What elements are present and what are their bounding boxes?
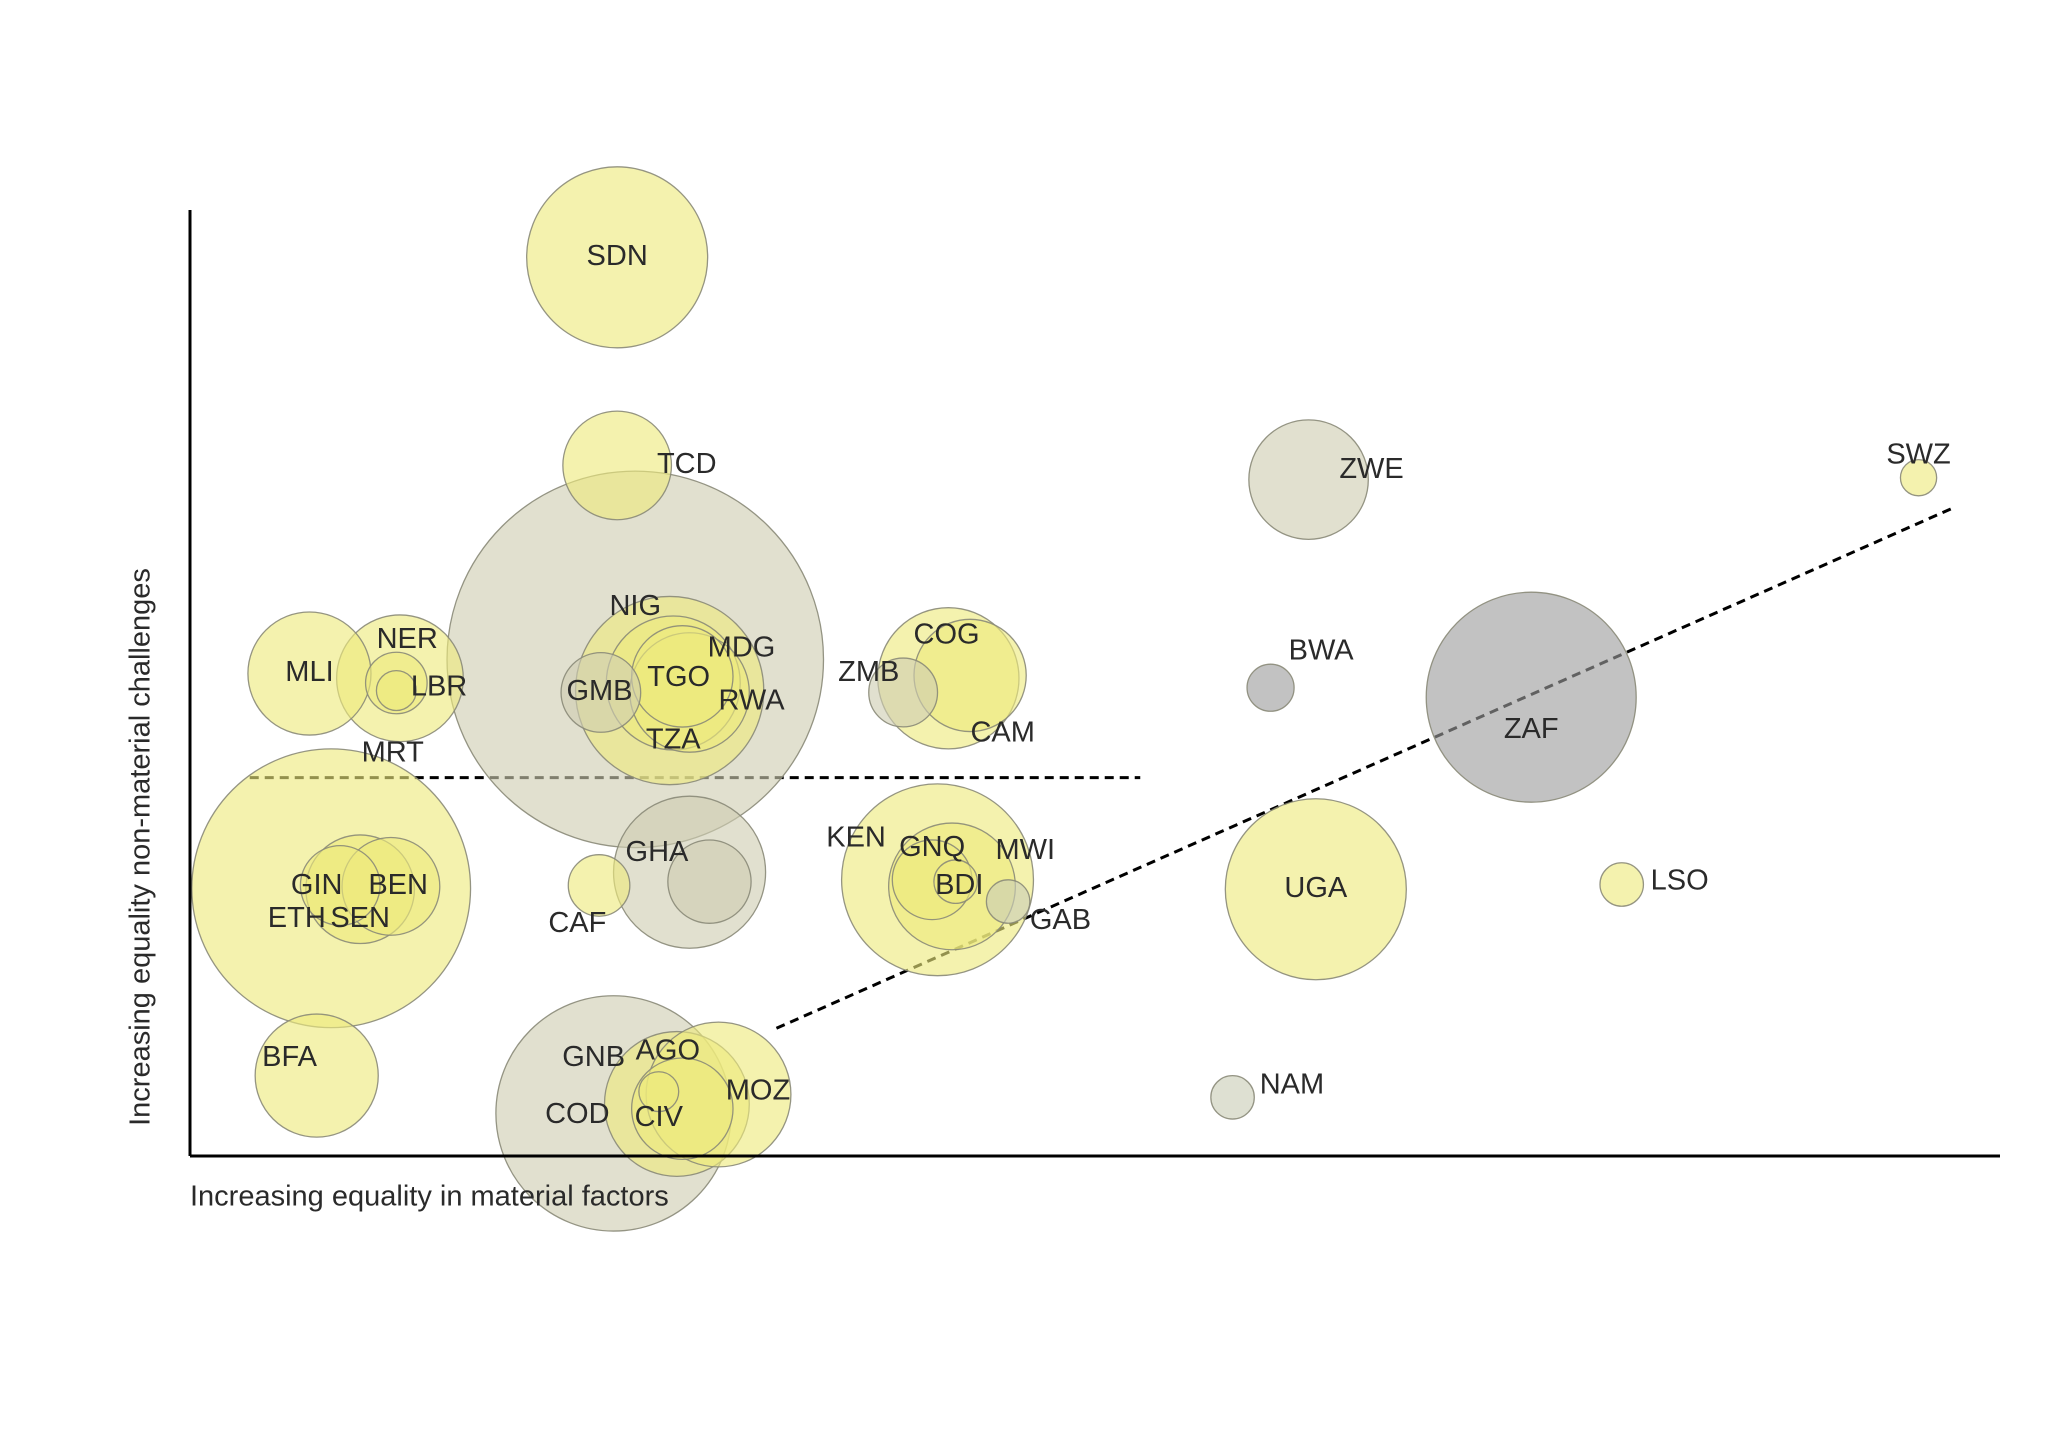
label-tcd: TCD bbox=[657, 448, 717, 480]
bubble-gnb bbox=[638, 1071, 680, 1113]
label-mwi: MWI bbox=[995, 834, 1055, 866]
label-tgo: TGO bbox=[647, 661, 710, 693]
y-axis-title: Increasing equality non-material challen… bbox=[125, 568, 157, 1126]
label-mli: MLI bbox=[285, 656, 333, 688]
label-swz: SWZ bbox=[1886, 439, 1950, 471]
bubble-uga bbox=[1224, 798, 1407, 981]
label-zmb: ZMB bbox=[838, 656, 899, 688]
x-axis-title: Increasing equality in material factors bbox=[190, 1181, 669, 1213]
bubble-swz bbox=[1899, 458, 1938, 497]
label-ago: AGO bbox=[636, 1035, 700, 1067]
label-nam: NAM bbox=[1260, 1069, 1324, 1101]
label-sen: SEN bbox=[330, 902, 390, 934]
bubble-zaf bbox=[1425, 591, 1637, 803]
bubble-eth bbox=[299, 844, 381, 926]
bubble-caf bbox=[567, 854, 631, 917]
bubble-zmb bbox=[868, 657, 939, 728]
bubble-gha-2 bbox=[667, 839, 752, 924]
label-zwe: ZWE bbox=[1339, 453, 1403, 485]
label-mdg: MDG bbox=[708, 632, 776, 664]
label-cam: CAM bbox=[970, 717, 1034, 749]
bubble-mwi bbox=[933, 859, 979, 905]
bubbles bbox=[191, 166, 1938, 1232]
bubble-lso bbox=[1599, 862, 1645, 907]
axes: Increasing equality in material factors … bbox=[125, 210, 2000, 1213]
label-bdi: BDI bbox=[935, 869, 983, 901]
label-caf: CAF bbox=[548, 907, 606, 939]
label-nig: NIG bbox=[609, 590, 661, 622]
label-ken: KEN bbox=[826, 822, 886, 854]
label-gnq: GNQ bbox=[899, 831, 965, 863]
label-cod: COD bbox=[545, 1098, 609, 1130]
label-uga: UGA bbox=[1284, 872, 1348, 904]
label-gmb: GMB bbox=[566, 675, 632, 707]
bubble-sdn bbox=[526, 166, 709, 349]
label-eth: ETH bbox=[268, 902, 326, 934]
bubble-bwa bbox=[1246, 663, 1295, 712]
label-sdn: SDN bbox=[587, 240, 648, 272]
label-gha: GHA bbox=[626, 836, 690, 868]
label-zaf: ZAF bbox=[1504, 713, 1559, 745]
label-gin: GIN bbox=[291, 869, 343, 901]
bubble-mrt bbox=[375, 670, 417, 712]
bubble-gmb bbox=[560, 651, 642, 733]
label-civ: CIV bbox=[635, 1101, 684, 1133]
label-gnb: GNB bbox=[562, 1041, 625, 1073]
label-tza: TZA bbox=[646, 723, 701, 755]
label-ben: BEN bbox=[368, 869, 428, 901]
label-rwa: RWA bbox=[719, 685, 786, 717]
label-lbr: LBR bbox=[411, 670, 467, 702]
bubble-nam bbox=[1210, 1074, 1255, 1120]
bubble-tcd bbox=[562, 410, 673, 521]
label-bwa: BWA bbox=[1289, 634, 1355, 666]
label-lso: LSO bbox=[1651, 864, 1709, 896]
bubble-zwe bbox=[1248, 419, 1369, 540]
bubble-bfa bbox=[254, 1013, 379, 1138]
label-bfa: BFA bbox=[262, 1041, 317, 1073]
label-gab: GAB bbox=[1030, 904, 1091, 936]
label-moz: MOZ bbox=[726, 1074, 790, 1106]
label-cog: COG bbox=[914, 618, 980, 650]
label-mrt: MRT bbox=[362, 737, 425, 769]
label-ner: NER bbox=[377, 623, 438, 655]
bubble-gab bbox=[985, 879, 1031, 924]
